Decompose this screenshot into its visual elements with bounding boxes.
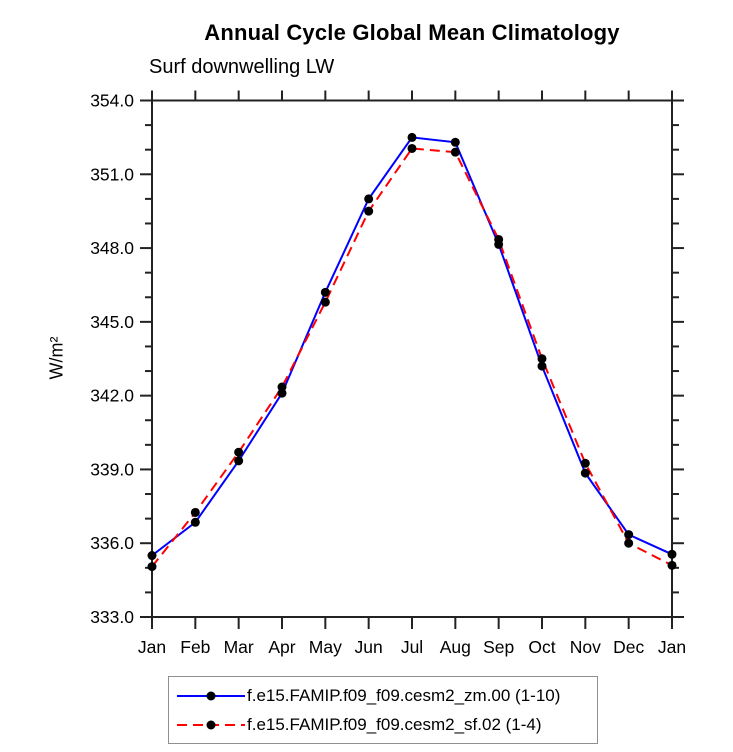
x-tick-label: Sep xyxy=(483,637,514,657)
data-point-marker xyxy=(407,132,417,142)
x-tick-label: Apr xyxy=(268,637,295,657)
data-point-marker xyxy=(450,147,460,157)
data-point-marker xyxy=(494,234,504,244)
data-point-marker xyxy=(190,517,200,527)
data-point-marker xyxy=(580,458,590,468)
series-line-solid xyxy=(151,136,673,557)
legend-item: f.e15.FAMIP.f09_f09.cesm2_zm.00 (1-10) xyxy=(175,681,591,710)
legend-marker-dot xyxy=(206,720,216,729)
x-tick-label: Nov xyxy=(570,637,601,657)
data-point-marker xyxy=(234,456,244,466)
x-tick-label: May xyxy=(309,637,342,657)
legend-line-sample xyxy=(177,691,245,700)
legend-line-sample xyxy=(177,720,245,729)
y-tick-label: 345.0 xyxy=(90,312,134,332)
y-tick-label: 354.0 xyxy=(90,91,134,111)
data-point-marker xyxy=(147,562,157,572)
data-point-marker xyxy=(234,447,244,457)
legend-label: f.e15.FAMIP.f09_f09.cesm2_zm.00 (1-10) xyxy=(247,685,561,705)
data-point-marker xyxy=(147,551,157,561)
data-point-marker xyxy=(580,468,590,478)
y-tick-label: 339.0 xyxy=(90,459,134,479)
data-point-marker xyxy=(277,382,287,392)
data-point-marker xyxy=(277,388,287,398)
legend: f.e15.FAMIP.f09_f09.cesm2_zm.00 (1-10) f.… xyxy=(168,676,598,744)
x-tick-label: Mar xyxy=(224,637,254,657)
series-line-dashed xyxy=(151,147,673,568)
y-tick-label: 342.0 xyxy=(90,386,134,406)
data-point-marker xyxy=(320,297,330,307)
y-tick-label: 348.0 xyxy=(90,238,134,258)
y-tick-label: 333.0 xyxy=(90,607,134,627)
data-point-marker xyxy=(624,538,634,548)
chart-title: Annual Cycle Global Mean Climatology xyxy=(204,20,620,45)
data-point-marker xyxy=(624,530,634,540)
x-tick-label: Jan xyxy=(138,637,166,657)
data-point-marker xyxy=(364,194,374,204)
x-tick-label: Jun xyxy=(355,637,383,657)
x-tick-label: Feb xyxy=(180,637,210,657)
data-point-marker xyxy=(364,206,374,216)
y-tick-label: 351.0 xyxy=(90,164,134,184)
data-point-marker xyxy=(320,287,330,297)
data-point-marker xyxy=(190,507,200,517)
x-tick-label: Aug xyxy=(440,637,471,657)
data-point-marker xyxy=(407,143,417,153)
legend-label: f.e15.FAMIP.f09_f09.cesm2_sf.02 (1-4) xyxy=(247,714,542,734)
x-tick-label: Oct xyxy=(528,637,555,657)
data-point-marker xyxy=(667,560,677,570)
x-tick-label: Jul xyxy=(401,637,423,657)
chart-subtitle: Surf downwelling LW xyxy=(149,56,335,78)
legend-marker-dot xyxy=(206,691,216,700)
x-tick-label: Jan xyxy=(658,637,686,657)
legend-item: f.e15.FAMIP.f09_f09.cesm2_sf.02 (1-4) xyxy=(175,710,591,739)
data-point-marker xyxy=(537,354,547,364)
data-point-marker xyxy=(450,137,460,147)
y-tick-label: 336.0 xyxy=(90,533,134,553)
x-tick-label: Dec xyxy=(613,637,644,657)
data-point-marker xyxy=(537,361,547,371)
data-point-marker xyxy=(667,549,677,559)
